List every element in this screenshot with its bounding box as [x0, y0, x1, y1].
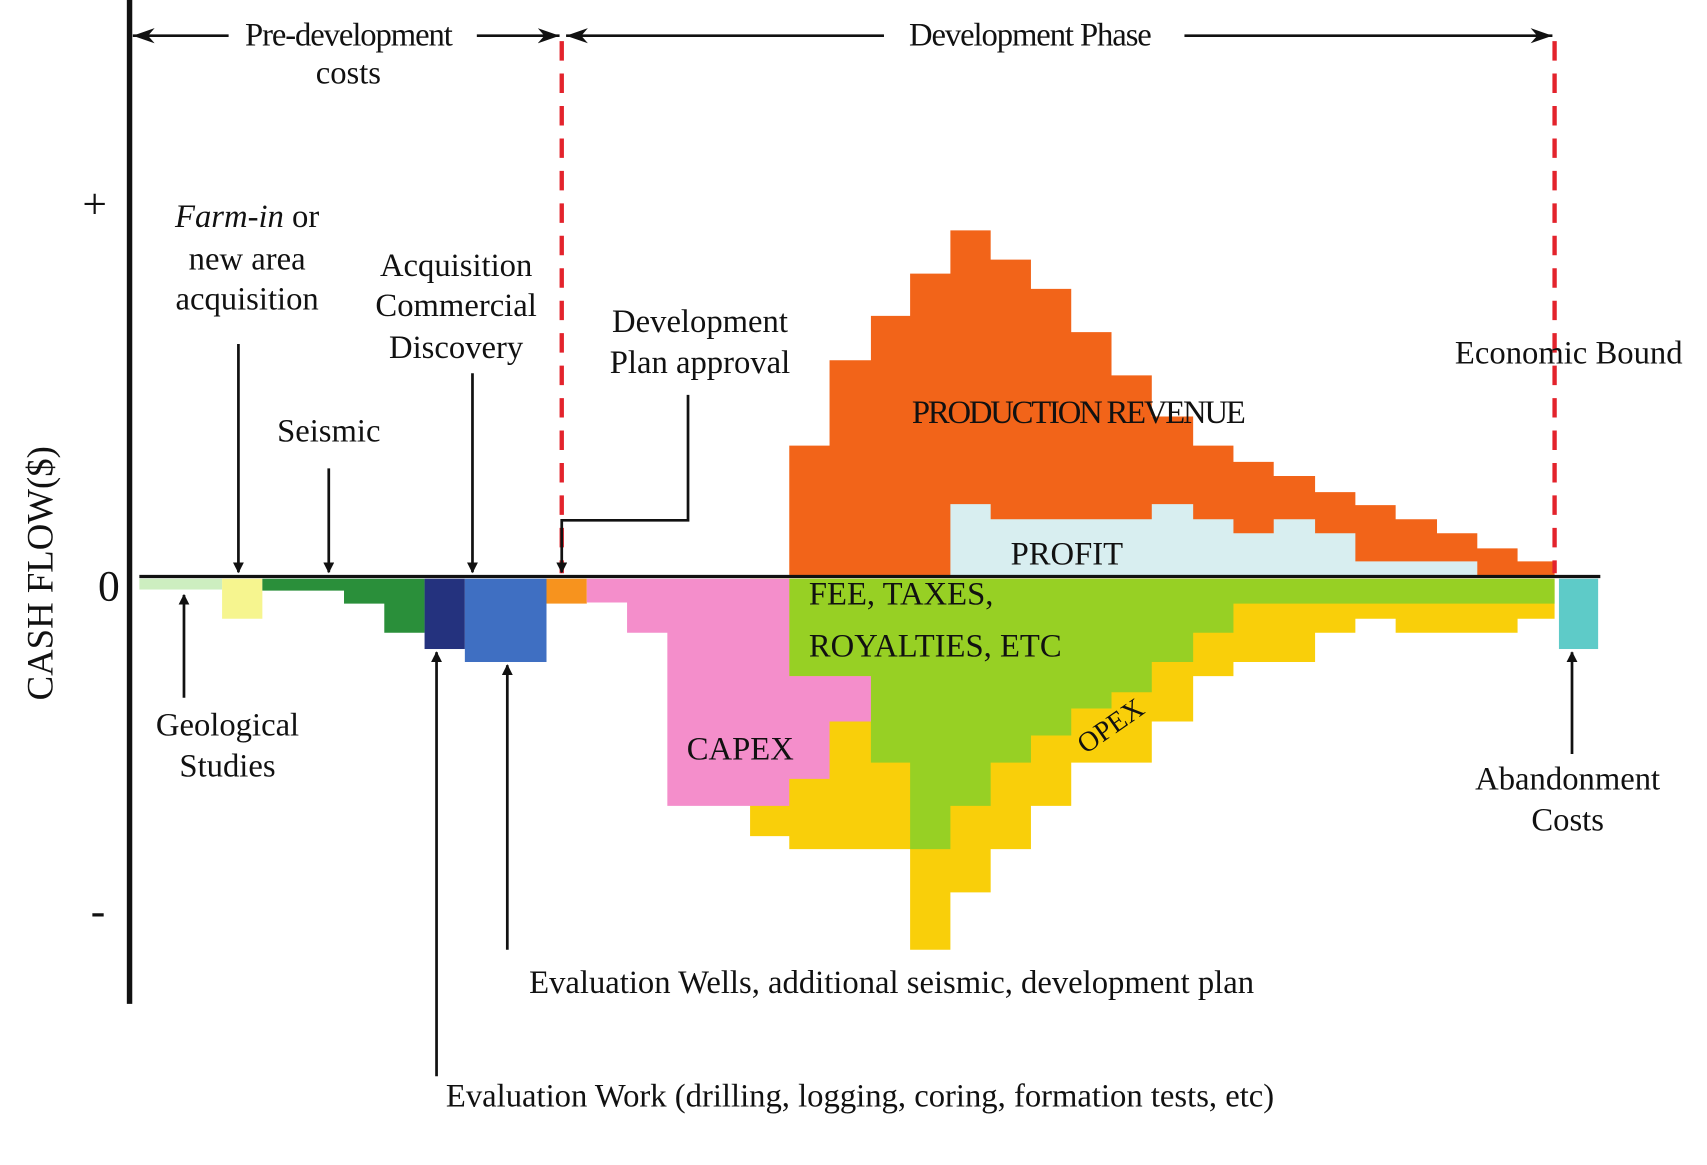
seismic-label: Seismic	[277, 413, 380, 449]
evaluation-wells-label: Evaluation Wells, additional seismic, de…	[529, 965, 1254, 1001]
farm-in-rest: or	[284, 199, 320, 235]
evaluation-wells-bar	[464, 578, 547, 663]
farm-in-label: Farm-in or	[174, 199, 319, 235]
fees-label: FEE, TAXES,	[809, 577, 994, 613]
economic-bound-label: Economic Bound	[1455, 336, 1683, 372]
acquisition-label: Discovery	[389, 330, 524, 366]
development-plan-label: Development	[612, 304, 788, 340]
axis-zero: 0	[98, 562, 120, 610]
capex-label: CAPEX	[687, 731, 794, 767]
axis-minus: -	[91, 887, 105, 935]
fees-label: ROYALTIES, ETC	[809, 629, 1062, 665]
geological-label: Geological	[156, 708, 299, 744]
pre-dev-label: costs	[316, 55, 381, 91]
evaluation-work-label: Evaluation Work (drilling, logging, cori…	[446, 1079, 1274, 1115]
development-plan-label: Plan approval	[610, 345, 790, 381]
fees-area	[789, 578, 1555, 850]
farm-in-bar	[222, 578, 263, 619]
abandonment-label: Costs	[1531, 803, 1604, 839]
axis-label: CASH FLOW($)	[19, 446, 61, 700]
capex-area	[586, 578, 871, 806]
development-plan-arrow	[556, 394, 690, 574]
dev-phase-label: Development Phase	[909, 18, 1151, 54]
production-revenue-label: PRODUCTION REVENUE	[912, 395, 1245, 431]
farm-in-italic: Farm-in	[174, 199, 284, 235]
farm-in-label: new area	[189, 241, 306, 277]
abandonment-bar	[1558, 578, 1599, 650]
profit-label: PROFIT	[1011, 537, 1124, 573]
acquisition-label: Acquisition	[380, 248, 532, 284]
acquisition-label: Commercial	[375, 288, 536, 324]
evaluation-work-bar	[424, 578, 465, 650]
production-revenue-area	[789, 230, 1555, 577]
development-approval-bar	[546, 578, 587, 604]
axis-plus: +	[82, 181, 107, 229]
geological-label: Studies	[179, 749, 275, 785]
farm-in-label: acquisition	[175, 281, 318, 317]
profit-area	[950, 504, 1478, 577]
geological-bar	[139, 578, 223, 590]
seismic-bars	[262, 578, 425, 633]
pre-dev-label: Pre-development	[245, 18, 453, 54]
abandonment-label: Abandonment	[1475, 762, 1660, 798]
